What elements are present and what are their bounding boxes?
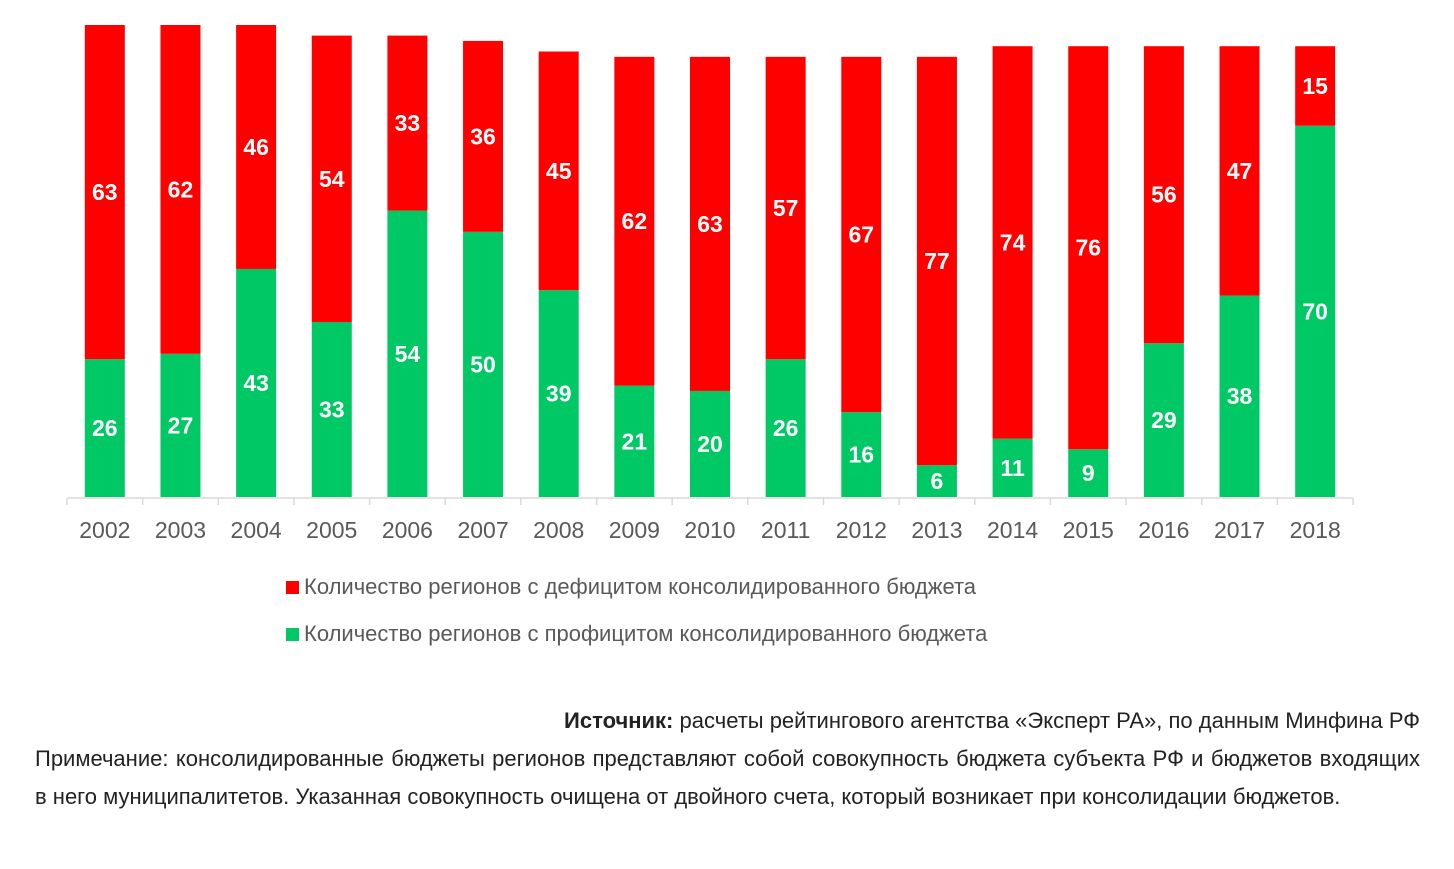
bar-deficit xyxy=(992,46,1033,439)
bar-deficit xyxy=(538,51,579,291)
x-tick-label: 2012 xyxy=(836,517,887,543)
note-text: Примечание: консолидированные бюджеты ре… xyxy=(35,746,1420,809)
x-tick-label: 2004 xyxy=(231,517,282,543)
data-label-deficit: 33 xyxy=(395,110,421,136)
x-tick-label: 2018 xyxy=(1290,517,1341,543)
bar-surplus xyxy=(311,321,352,497)
bar-deficit xyxy=(690,56,730,391)
data-label-surplus: 50 xyxy=(470,351,496,377)
bar-surplus xyxy=(841,412,882,497)
data-label-deficit: 56 xyxy=(1151,182,1177,208)
data-label-surplus: 26 xyxy=(92,415,118,441)
bar-surplus xyxy=(992,438,1033,497)
bar-surplus xyxy=(236,268,277,497)
bar-deficit xyxy=(387,35,428,211)
data-label-deficit: 63 xyxy=(697,211,723,237)
legend-label-deficit: Количество регионов с дефицитом консолид… xyxy=(304,574,977,599)
legend-swatch-surplus xyxy=(286,627,299,641)
bar-surplus xyxy=(160,353,201,497)
bar-surplus xyxy=(916,465,957,497)
x-tick-label: 2010 xyxy=(684,517,735,543)
data-label-surplus: 54 xyxy=(395,341,421,367)
data-label-deficit: 77 xyxy=(924,248,950,274)
bar-deficit xyxy=(916,56,957,466)
bar-surplus xyxy=(690,390,730,497)
bar-surplus xyxy=(387,210,428,497)
data-label-deficit: 76 xyxy=(1075,235,1101,261)
bar-deficit xyxy=(463,40,504,232)
bar-deficit xyxy=(160,25,201,354)
x-tick-label: 2005 xyxy=(306,517,357,543)
x-tick-label: 2003 xyxy=(155,517,206,543)
bar-surplus xyxy=(84,359,125,497)
bar-surplus xyxy=(1295,125,1336,498)
bar-deficit xyxy=(765,56,806,360)
data-label-surplus: 39 xyxy=(546,381,572,407)
x-tick-label: 2002 xyxy=(79,517,130,543)
x-tick-label: 2011 xyxy=(761,517,810,543)
x-tick-label: 2014 xyxy=(987,517,1038,543)
source-label: Источник: xyxy=(564,708,674,733)
source-line: Источник: расчеты рейтингового агентства… xyxy=(35,702,1420,740)
data-label-surplus: 70 xyxy=(1302,298,1328,324)
data-label-surplus: 29 xyxy=(1151,407,1177,433)
stacked-bar-chart: 26 63 2002 27 62 2003 43 46 2004 33 54 2005 54 33 2006… xyxy=(66,25,1354,543)
data-label-surplus: 21 xyxy=(622,428,648,454)
x-tick-label: 2009 xyxy=(609,517,660,543)
data-label-deficit: 62 xyxy=(168,176,194,202)
data-label-surplus: 11 xyxy=(1000,455,1025,481)
data-label-surplus: 27 xyxy=(168,412,194,438)
data-label-surplus: 9 xyxy=(1082,460,1095,486)
x-tick-label: 2008 xyxy=(533,517,584,543)
data-label-surplus: 20 xyxy=(697,431,723,457)
data-label-deficit: 54 xyxy=(319,166,345,192)
data-label-deficit: 45 xyxy=(546,158,572,184)
bar-surplus xyxy=(1068,449,1109,497)
source-text: расчеты рейтингового агентства «Эксперт … xyxy=(673,708,1421,733)
bar-surplus xyxy=(1143,343,1184,497)
legend-label-surplus: Количество регионов с профицитом консоли… xyxy=(304,621,988,646)
bar-surplus xyxy=(463,231,504,497)
bar-deficit xyxy=(1068,46,1109,450)
legend-item-deficit: Количество регионов с дефицитом консолид… xyxy=(286,574,976,600)
bar-deficit xyxy=(1219,46,1260,296)
footnotes: Источник: расчеты рейтингового агентства… xyxy=(35,702,1420,816)
bar-deficit xyxy=(841,56,882,413)
bar-deficit xyxy=(84,25,125,360)
x-tick-label: 2013 xyxy=(911,517,962,543)
bar-deficit xyxy=(1295,46,1336,126)
data-label-deficit: 15 xyxy=(1302,73,1328,99)
data-label-deficit: 74 xyxy=(1000,229,1026,255)
x-tick-label: 2015 xyxy=(1063,517,1114,543)
bar-surplus xyxy=(614,385,655,497)
bar-surplus xyxy=(765,359,806,497)
data-label-surplus: 26 xyxy=(773,415,799,441)
bar-surplus xyxy=(1219,295,1260,497)
data-label-surplus: 6 xyxy=(931,468,944,494)
x-tick-label: 2006 xyxy=(382,517,433,543)
data-label-surplus: 43 xyxy=(243,370,269,396)
data-label-deficit: 46 xyxy=(243,134,269,160)
data-label-deficit: 47 xyxy=(1227,158,1253,184)
x-tick-label: 2017 xyxy=(1214,517,1265,543)
x-tick-label: 2007 xyxy=(457,517,508,543)
bar-deficit xyxy=(614,56,655,386)
bar-deficit xyxy=(311,35,352,322)
data-label-surplus: 16 xyxy=(848,442,874,468)
data-label-surplus: 33 xyxy=(319,396,345,422)
data-label-deficit: 36 xyxy=(470,123,496,149)
data-label-deficit: 67 xyxy=(848,221,874,247)
data-label-surplus: 38 xyxy=(1227,383,1253,409)
bar-surplus xyxy=(538,290,579,497)
legend-swatch-deficit xyxy=(286,580,299,594)
data-label-deficit: 57 xyxy=(773,195,799,221)
bar-deficit xyxy=(1143,46,1184,344)
data-label-deficit: 63 xyxy=(92,179,118,205)
x-tick-label: 2016 xyxy=(1138,517,1189,543)
legend-item-surplus: Количество регионов с профицитом консоли… xyxy=(286,621,987,647)
data-label-deficit: 62 xyxy=(622,208,648,234)
bar-deficit xyxy=(236,25,277,269)
